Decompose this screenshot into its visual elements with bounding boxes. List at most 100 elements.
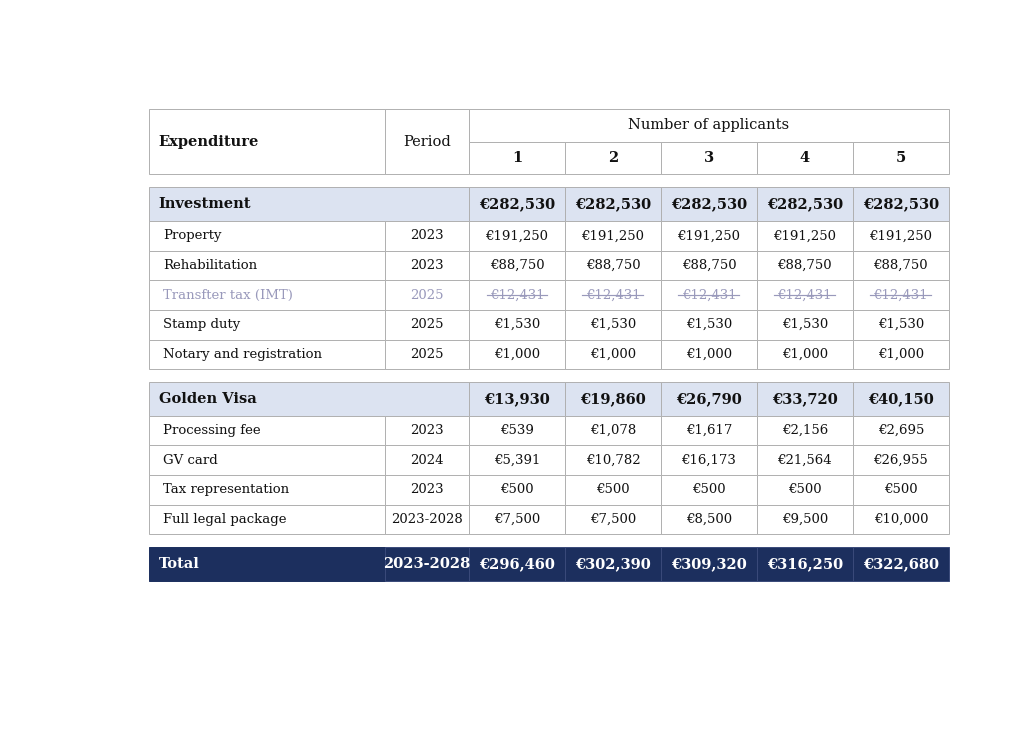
Bar — [756, 251, 852, 280]
Text: €33,720: €33,720 — [772, 391, 838, 406]
Text: €539: €539 — [499, 424, 534, 437]
Text: 2023: 2023 — [410, 483, 444, 497]
Bar — [469, 445, 565, 475]
Text: 5: 5 — [896, 151, 906, 165]
Bar — [756, 221, 852, 251]
Bar — [660, 310, 756, 340]
Bar — [565, 382, 660, 416]
Text: €12,431: €12,431 — [873, 289, 928, 302]
Text: €12,431: €12,431 — [681, 289, 736, 302]
Bar — [469, 109, 948, 141]
Text: €1,000: €1,000 — [590, 348, 636, 361]
Text: €2,695: €2,695 — [877, 424, 924, 437]
Bar — [149, 475, 385, 505]
Bar — [149, 547, 385, 581]
Bar — [852, 505, 948, 534]
Text: €13,930: €13,930 — [484, 391, 550, 406]
Text: €191,250: €191,250 — [677, 229, 740, 242]
Text: 2025: 2025 — [410, 289, 444, 302]
Bar — [149, 280, 385, 310]
Bar — [565, 340, 660, 369]
Bar — [660, 382, 756, 416]
Bar — [660, 251, 756, 280]
Text: €296,460: €296,460 — [479, 557, 555, 571]
Bar — [149, 340, 385, 369]
Bar — [660, 141, 756, 174]
Text: Stamp duty: Stamp duty — [163, 318, 240, 332]
Bar — [852, 445, 948, 475]
Text: €88,750: €88,750 — [777, 259, 832, 272]
Text: Processing fee: Processing fee — [163, 424, 261, 437]
Text: €1,530: €1,530 — [877, 318, 924, 332]
Text: €26,790: €26,790 — [676, 391, 742, 406]
Text: €1,078: €1,078 — [589, 424, 636, 437]
Bar — [565, 280, 660, 310]
Bar — [149, 310, 385, 340]
Text: €1,530: €1,530 — [589, 318, 636, 332]
Text: 2025: 2025 — [410, 348, 444, 361]
Text: €191,250: €191,250 — [869, 229, 932, 242]
Text: 2023-2028: 2023-2028 — [391, 513, 462, 526]
Text: €12,431: €12,431 — [489, 289, 544, 302]
Text: €282,530: €282,530 — [575, 197, 651, 211]
Bar — [565, 547, 660, 581]
Text: €1,617: €1,617 — [685, 424, 732, 437]
Bar — [756, 547, 852, 581]
Text: 2025: 2025 — [410, 318, 444, 332]
Text: €7,500: €7,500 — [589, 513, 636, 526]
Text: €322,680: €322,680 — [863, 557, 939, 571]
Bar — [385, 251, 469, 280]
Bar — [852, 310, 948, 340]
Bar — [852, 340, 948, 369]
Bar — [385, 416, 469, 445]
Text: Investment: Investment — [159, 197, 251, 211]
Text: €1,000: €1,000 — [782, 348, 828, 361]
Text: Golden Visa: Golden Visa — [159, 391, 256, 406]
Text: €282,530: €282,530 — [767, 197, 843, 211]
Text: €500: €500 — [692, 483, 725, 497]
Bar — [565, 445, 660, 475]
Text: €1,000: €1,000 — [686, 348, 732, 361]
Text: €2,156: €2,156 — [781, 424, 828, 437]
Text: €316,250: €316,250 — [767, 557, 843, 571]
Bar — [756, 475, 852, 505]
Bar — [469, 416, 565, 445]
Bar — [385, 340, 469, 369]
Bar — [149, 109, 385, 174]
Bar — [565, 186, 660, 221]
Text: €8,500: €8,500 — [686, 513, 732, 526]
Bar — [385, 310, 469, 340]
Bar — [852, 251, 948, 280]
Text: 3: 3 — [704, 151, 714, 165]
Text: 2023: 2023 — [410, 259, 444, 272]
Bar — [756, 280, 852, 310]
Bar — [756, 416, 852, 445]
Text: €282,530: €282,530 — [863, 197, 939, 211]
Bar — [565, 141, 660, 174]
Bar — [149, 505, 385, 534]
Bar — [565, 251, 660, 280]
Bar — [469, 475, 565, 505]
Text: €88,750: €88,750 — [873, 259, 928, 272]
Text: Expenditure: Expenditure — [159, 135, 259, 149]
Bar — [385, 445, 469, 475]
Text: €88,750: €88,750 — [585, 259, 640, 272]
Text: Number of applicants: Number of applicants — [628, 118, 789, 132]
Bar — [660, 445, 756, 475]
Bar — [149, 251, 385, 280]
Text: 2: 2 — [608, 151, 618, 165]
Text: €88,750: €88,750 — [681, 259, 736, 272]
Text: €500: €500 — [884, 483, 917, 497]
Bar — [756, 382, 852, 416]
Bar — [149, 382, 469, 416]
Bar — [385, 109, 469, 174]
Text: Period: Period — [404, 135, 451, 149]
Text: €26,955: €26,955 — [873, 454, 928, 467]
Text: €1,530: €1,530 — [493, 318, 540, 332]
Bar — [852, 141, 948, 174]
Bar — [469, 221, 565, 251]
Bar — [660, 505, 756, 534]
Text: GV card: GV card — [163, 454, 218, 467]
Bar — [469, 505, 565, 534]
Text: 1: 1 — [512, 151, 522, 165]
